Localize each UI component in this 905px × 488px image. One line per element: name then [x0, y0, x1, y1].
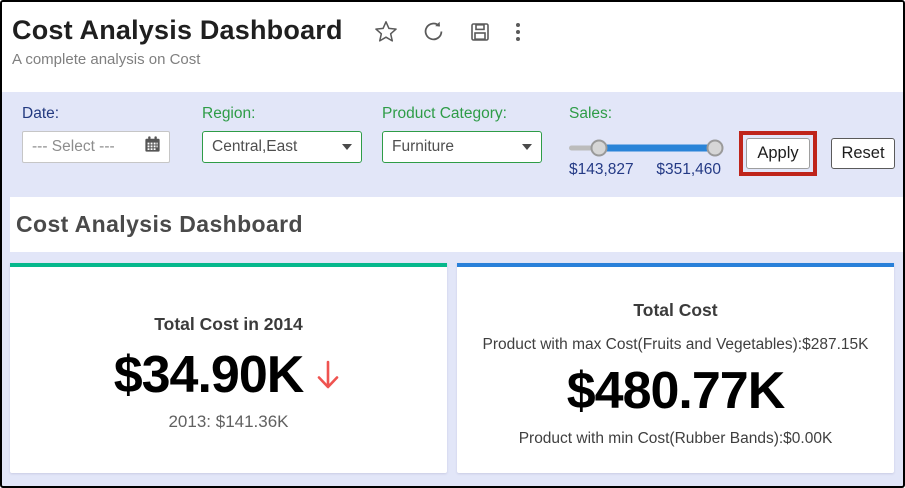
header-toolbar [373, 19, 522, 45]
sales-range-slider[interactable] [569, 139, 723, 156]
kpi-title: Total Cost in 2014 [154, 314, 303, 334]
page-title: Cost Analysis Dashboard [12, 15, 343, 45]
slider-values: $143,827 $351,460 [569, 161, 721, 179]
more-options-icon[interactable] [514, 21, 522, 43]
kpi-cards-row: Total Cost in 2014 $34.90K 2013: $141.36… [10, 263, 894, 473]
kpi-card-total-cost-2014: Total Cost in 2014 $34.90K 2013: $141.36… [10, 263, 447, 473]
product-category-select[interactable]: Furniture [382, 131, 542, 163]
product-category-value: Furniture [392, 138, 455, 155]
section-title-band: Cost Analysis Dashboard [10, 197, 903, 252]
kpi-min-line: Product with min Cost(Rubber Bands):$0.0… [518, 430, 833, 447]
page-subtitle: A complete analysis on Cost [12, 51, 201, 68]
favorite-star-icon[interactable] [373, 19, 399, 45]
reset-button[interactable]: Reset [831, 138, 895, 169]
date-filter: Date: --- Select --- [22, 105, 170, 163]
region-value: Central,East [212, 138, 298, 155]
header: Cost Analysis Dashboard A complete analy… [2, 2, 903, 92]
sales-label: Sales: [569, 105, 613, 122]
kpi-title: Total Cost [633, 300, 718, 320]
product-category-label: Product Category: [382, 105, 507, 122]
region-filter: Region: Central,East [202, 105, 362, 163]
kpi-value: $480.77K [566, 362, 786, 420]
kpi-card-total-cost: Total Cost Product with max Cost(Fruits … [457, 263, 894, 473]
chevron-down-icon [342, 144, 352, 150]
sales-max-value: $351,460 [656, 161, 721, 178]
region-label: Region: [202, 105, 256, 122]
sales-min-value: $143,827 [569, 161, 634, 178]
date-input[interactable]: --- Select --- [22, 131, 170, 163]
section-title: Cost Analysis Dashboard [16, 211, 303, 237]
refresh-icon[interactable] [421, 19, 446, 44]
annotation-highlight-box: Apply [739, 131, 817, 176]
filter-actions: Apply Reset [739, 131, 895, 176]
date-label: Date: [22, 105, 60, 122]
calendar-icon[interactable] [143, 135, 162, 159]
apply-button[interactable]: Apply [746, 138, 810, 169]
kpi-max-line: Product with max Cost(Fruits and Vegetab… [482, 336, 869, 353]
chevron-down-icon [522, 144, 532, 150]
product-category-filter: Product Category: Furniture [382, 105, 542, 163]
kpi-value: $34.90K [113, 346, 305, 404]
date-placeholder: --- Select --- [32, 138, 115, 155]
region-select[interactable]: Central,East [202, 131, 362, 163]
slider-selected-range [599, 144, 715, 151]
slider-handle-max[interactable] [706, 139, 723, 156]
save-icon[interactable] [468, 20, 492, 44]
sales-filter: Sales: $143,827 $351,460 [569, 105, 723, 179]
kpi-previous-value: 2013: $141.36K [168, 412, 289, 431]
filter-bar: Date: --- Select --- Region: Central,Eas… [2, 92, 903, 197]
trend-down-arrow-icon [313, 358, 343, 399]
slider-handle-min[interactable] [590, 139, 608, 156]
